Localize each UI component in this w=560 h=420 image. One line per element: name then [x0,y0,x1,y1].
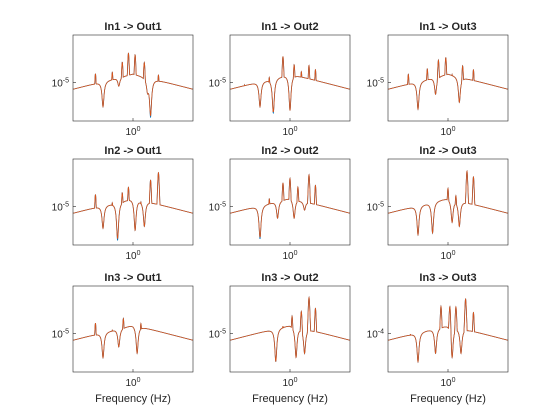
axes-box [72,285,194,373]
subplot-title: In2 -> Out1 [104,145,161,157]
y-tick-label: 10-5 [209,201,226,213]
x-tick-label: 100 [440,126,455,138]
x-axis-label: Frequency (Hz) [410,393,486,405]
x-tick-label: 100 [282,250,297,262]
x-tick-label: 100 [282,377,297,389]
series-1-line [387,298,509,364]
y-tick-label: 10-5 [52,201,69,213]
series-2-line [229,173,351,238]
x-tick-label: 100 [125,250,140,262]
series-2-line [387,57,509,111]
axes-box [387,285,509,373]
x-tick-label: 100 [125,377,140,389]
subplot-title: In1 -> Out3 [419,21,476,33]
series-2-line [387,170,509,237]
y-tick-label: 10-4 [367,328,384,340]
subplot-title: In1 -> Out2 [261,21,318,33]
subplot: In2 -> Out2 [229,145,351,246]
series-2-line [229,56,351,113]
subplot: In2 -> Out3 [387,145,509,246]
subplot: In3 -> Out3 Frequency (Hz) [387,272,509,405]
series-1-line [229,173,351,240]
x-tick-label: 100 [440,250,455,262]
subplot-title: In3 -> Out3 [419,272,476,284]
axes-box [229,158,351,246]
x-tick-label: 100 [282,126,297,138]
x-axis-label: Frequency (Hz) [252,393,328,405]
subplot: In1 -> Out1 [72,21,194,122]
series-1-line [72,317,194,360]
y-tick-label: 10-5 [52,328,69,340]
series-2-line [72,52,194,117]
axes-box [387,34,509,122]
series-1-line [72,52,194,119]
subplot-title: In3 -> Out2 [261,272,318,284]
subplot: In1 -> Out2 [229,21,351,122]
series-1-line [229,295,351,362]
y-tick-label: 10-5 [209,77,226,89]
x-tick-label: 100 [440,377,455,389]
x-axis-label: Frequency (Hz) [95,393,171,405]
y-tick-label: 10-5 [52,77,69,89]
series-1-line [387,170,509,237]
subplot-title: In2 -> Out3 [419,145,476,157]
axes-box [387,158,509,246]
axes-box [72,34,194,122]
series-2-line [72,317,194,360]
series-2-line [72,171,194,239]
series-2-line [387,298,509,364]
y-tick-label: 10-5 [209,328,226,340]
axes-box [72,158,194,246]
subplot: In1 -> Out3 [387,21,509,122]
x-tick-label: 100 [125,126,140,138]
series-1-line [387,57,509,111]
subplot: In2 -> Out1 [72,145,194,246]
y-tick-label: 10-5 [367,77,384,89]
series-2-line [229,295,351,362]
subplot: In3 -> Out1 Frequency (Hz) [72,272,194,405]
subplot-title: In2 -> Out2 [261,145,318,157]
y-tick-label: 10-5 [367,201,384,213]
subplot: In3 -> Out2 Frequency (Hz) [229,272,351,405]
subplot-title: In1 -> Out1 [104,21,161,33]
subplot-title: In3 -> Out1 [104,272,161,284]
axes-box [229,285,351,373]
